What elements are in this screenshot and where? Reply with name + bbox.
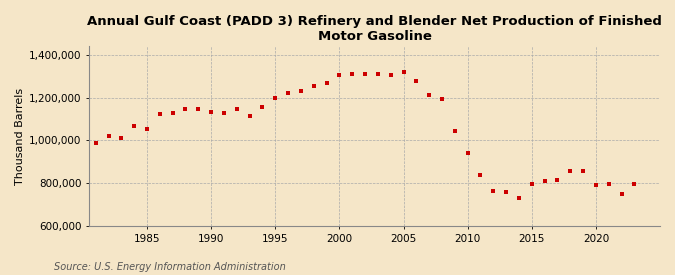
Point [283,91,294,95]
Point [116,136,127,141]
Point [514,196,524,200]
Point [539,179,550,183]
Point [475,172,486,177]
Point [385,73,396,77]
Point [308,84,319,88]
Point [591,183,601,188]
Point [142,126,153,131]
Point [501,189,512,194]
Point [347,72,358,76]
Point [437,97,448,101]
Point [526,182,537,186]
Point [373,72,383,76]
Point [462,151,473,155]
Point [552,178,563,182]
Point [424,93,435,98]
Point [411,78,422,83]
Title: Annual Gulf Coast (PADD 3) Refinery and Blender Net Production of Finished Motor: Annual Gulf Coast (PADD 3) Refinery and … [87,15,662,43]
Point [398,70,409,74]
Point [334,73,345,77]
Point [488,188,499,193]
Point [450,128,460,133]
Text: Source: U.S. Energy Information Administration: Source: U.S. Energy Information Administ… [54,262,286,272]
Point [180,107,191,112]
Point [167,110,178,115]
Point [270,95,281,100]
Point [219,110,230,115]
Point [90,140,101,145]
Y-axis label: Thousand Barrels: Thousand Barrels [15,87,25,185]
Point [103,134,114,138]
Point [129,124,140,129]
Point [603,182,614,186]
Point [616,192,627,196]
Point [360,72,371,76]
Point [629,182,640,186]
Point [321,81,332,85]
Point [296,89,306,94]
Point [565,169,576,174]
Point [155,111,165,116]
Point [206,109,217,114]
Point [257,105,268,109]
Point [193,107,204,112]
Point [578,169,589,174]
Point [232,107,242,112]
Point [244,114,255,118]
